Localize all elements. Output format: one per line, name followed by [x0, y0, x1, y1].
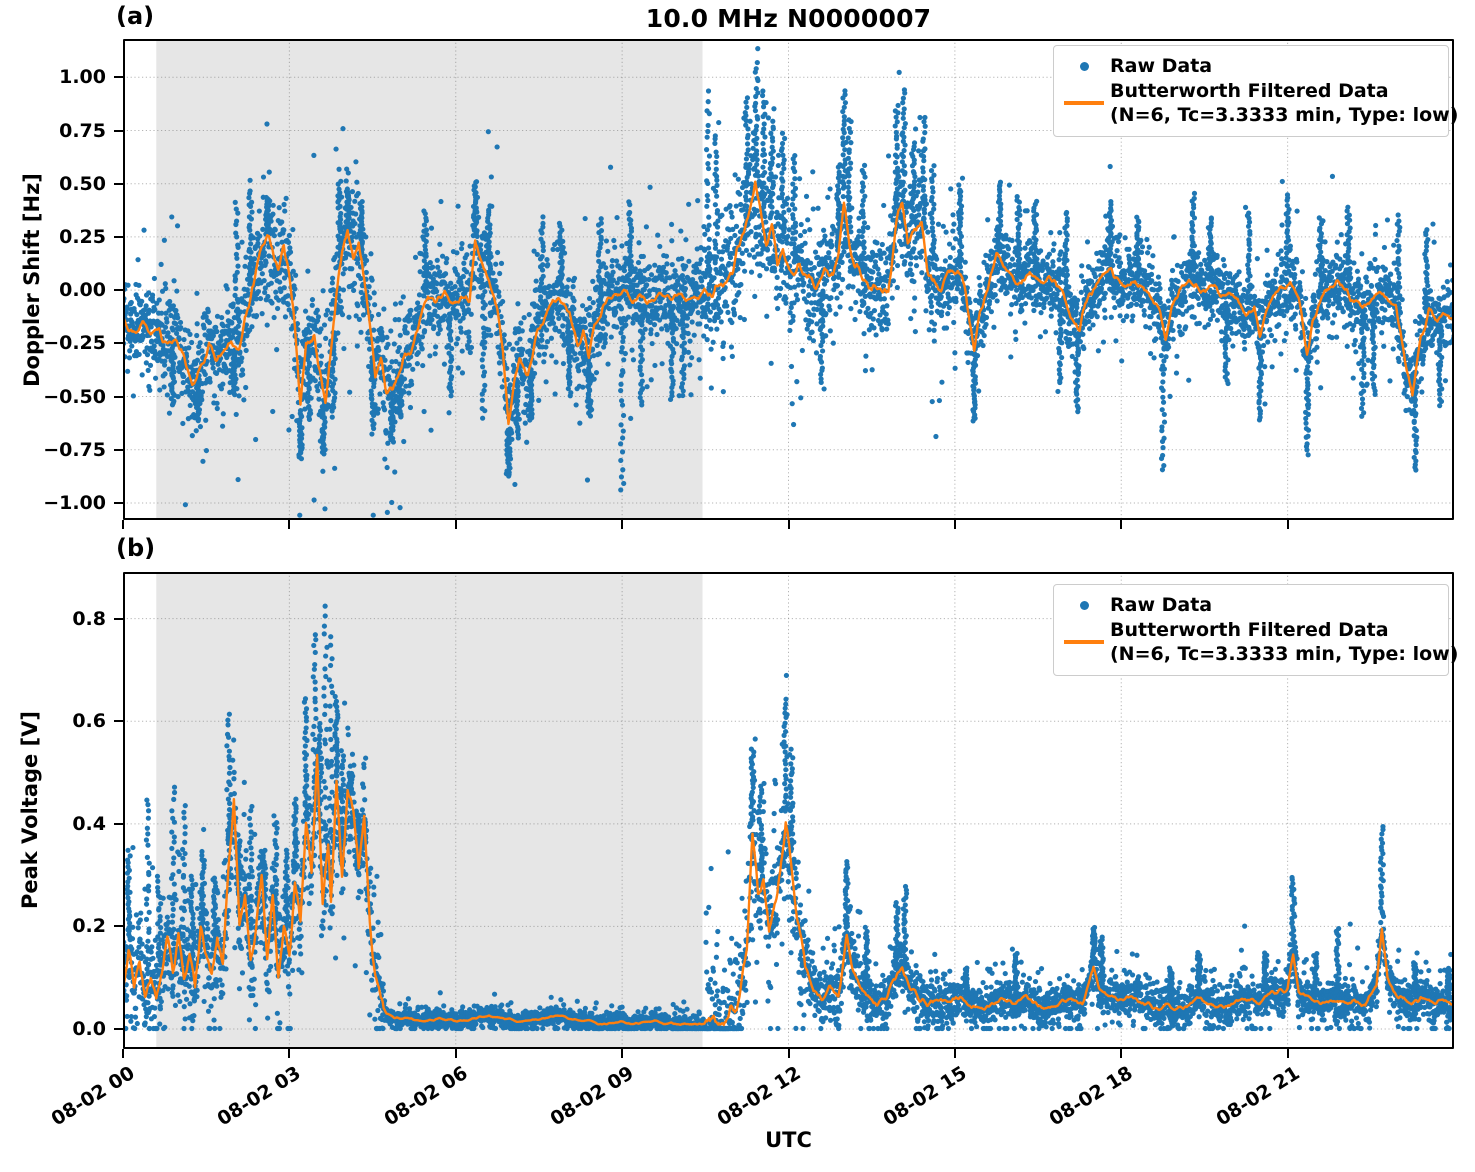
x-tick-mark: [1286, 1049, 1289, 1058]
y-tick-label: 0.50: [59, 172, 106, 195]
x-tick-label: 08-02 06: [380, 1062, 472, 1131]
legend-row-filtered: Butterworth Filtered Data (N=6, Tc=3.333…: [1058, 618, 1458, 666]
y-tick-label: 0.6: [72, 710, 106, 733]
legend-raw-label: Raw Data: [1110, 55, 1213, 77]
x-tick-mark: [621, 1049, 624, 1058]
legend-filtered-params: (N=6, Tc=3.3333 min, Type: low): [1110, 104, 1459, 126]
panel-b-plot: Raw Data Butterworth Filtered Data (N=6,…: [123, 572, 1458, 1049]
x-axis-title: UTC: [765, 1128, 812, 1152]
x-tick-mark: [1120, 1049, 1123, 1058]
figure-title: 10.0 MHz N0000007: [645, 4, 932, 33]
y-tick-mark: [114, 289, 123, 292]
y-tick-label: 1.00: [59, 66, 106, 89]
y-tick-mark: [114, 182, 123, 185]
panel-a-plot: Raw Data Butterworth Filtered Data (N=6,…: [123, 39, 1458, 520]
y-tick-mark: [114, 448, 123, 451]
panel-a-label: (a): [116, 2, 155, 30]
y-tick-label: 0.0: [72, 1017, 106, 1040]
x-tick-mark: [454, 1049, 457, 1058]
filtered-data-marker: [1058, 101, 1110, 105]
legend-filtered-params: (N=6, Tc=3.3333 min, Type: low): [1110, 643, 1459, 665]
panel-b-label: (b): [116, 534, 156, 562]
legend-row-raw: Raw Data: [1058, 593, 1438, 617]
x-tick-mark: [288, 520, 291, 529]
x-tick-mark: [787, 1049, 790, 1058]
panel-a-legend: Raw Data Butterworth Filtered Data (N=6,…: [1053, 45, 1458, 137]
legend-raw-label: Raw Data: [1110, 594, 1213, 616]
y-tick-mark: [114, 925, 123, 928]
y-tick-label: 0.00: [59, 279, 106, 302]
y-tick-mark: [114, 617, 123, 620]
y-tick-label: 0.25: [59, 225, 106, 248]
y-tick-label: 0.2: [72, 915, 106, 938]
x-tick-label: 08-02 12: [712, 1062, 805, 1131]
raw-data-marker: [1058, 600, 1110, 610]
y-tick-label: 0.8: [72, 607, 106, 630]
legend-filtered-label: Butterworth Filtered Data (N=6, Tc=3.333…: [1110, 619, 1459, 665]
y-tick-mark: [114, 76, 123, 79]
x-tick-label: 08-02 00: [47, 1062, 139, 1131]
legend-row-raw: Raw Data: [1058, 54, 1438, 78]
raw-data-marker: [1058, 61, 1110, 71]
y-tick-mark: [114, 235, 123, 238]
y-tick-mark: [114, 822, 123, 825]
x-tick-mark: [953, 520, 956, 529]
y-tick-label: −1.00: [43, 491, 106, 514]
x-tick-label: 08-02 09: [546, 1062, 638, 1131]
x-tick-mark: [1120, 520, 1123, 529]
filtered-data-marker: [1058, 640, 1110, 644]
panel-b-legend: Raw Data Butterworth Filtered Data (N=6,…: [1053, 584, 1458, 676]
legend-filtered-label: Butterworth Filtered Data (N=6, Tc=3.333…: [1110, 80, 1459, 126]
y-tick-mark: [114, 129, 123, 132]
y-axis-label-b: Peak Voltage [V]: [18, 710, 42, 910]
y-tick-mark: [114, 342, 123, 345]
y-tick-mark: [114, 395, 123, 398]
y-tick-label: −0.75: [43, 438, 106, 461]
x-tick-mark: [787, 520, 790, 529]
x-tick-label: 08-02 03: [213, 1062, 306, 1131]
y-tick-mark: [114, 1027, 123, 1030]
x-tick-mark: [953, 1049, 956, 1058]
y-tick-mark: [114, 720, 123, 723]
x-tick-label: 08-02 15: [879, 1062, 971, 1131]
x-tick-mark: [288, 1049, 291, 1058]
y-tick-label: −0.25: [43, 332, 106, 355]
y-tick-label: −0.50: [43, 385, 106, 408]
x-tick-mark: [122, 520, 124, 529]
x-tick-mark: [454, 520, 457, 529]
y-tick-label: 0.75: [59, 119, 106, 142]
y-tick-mark: [114, 501, 123, 504]
x-tick-mark: [122, 1049, 124, 1058]
x-tick-label: 08-02 21: [1212, 1062, 1304, 1131]
x-tick-mark: [621, 520, 624, 529]
legend-row-filtered: Butterworth Filtered Data (N=6, Tc=3.333…: [1058, 79, 1458, 127]
y-tick-label: 0.4: [72, 812, 106, 835]
x-tick-mark: [1286, 520, 1289, 529]
x-tick-label: 08-02 18: [1045, 1062, 1137, 1131]
